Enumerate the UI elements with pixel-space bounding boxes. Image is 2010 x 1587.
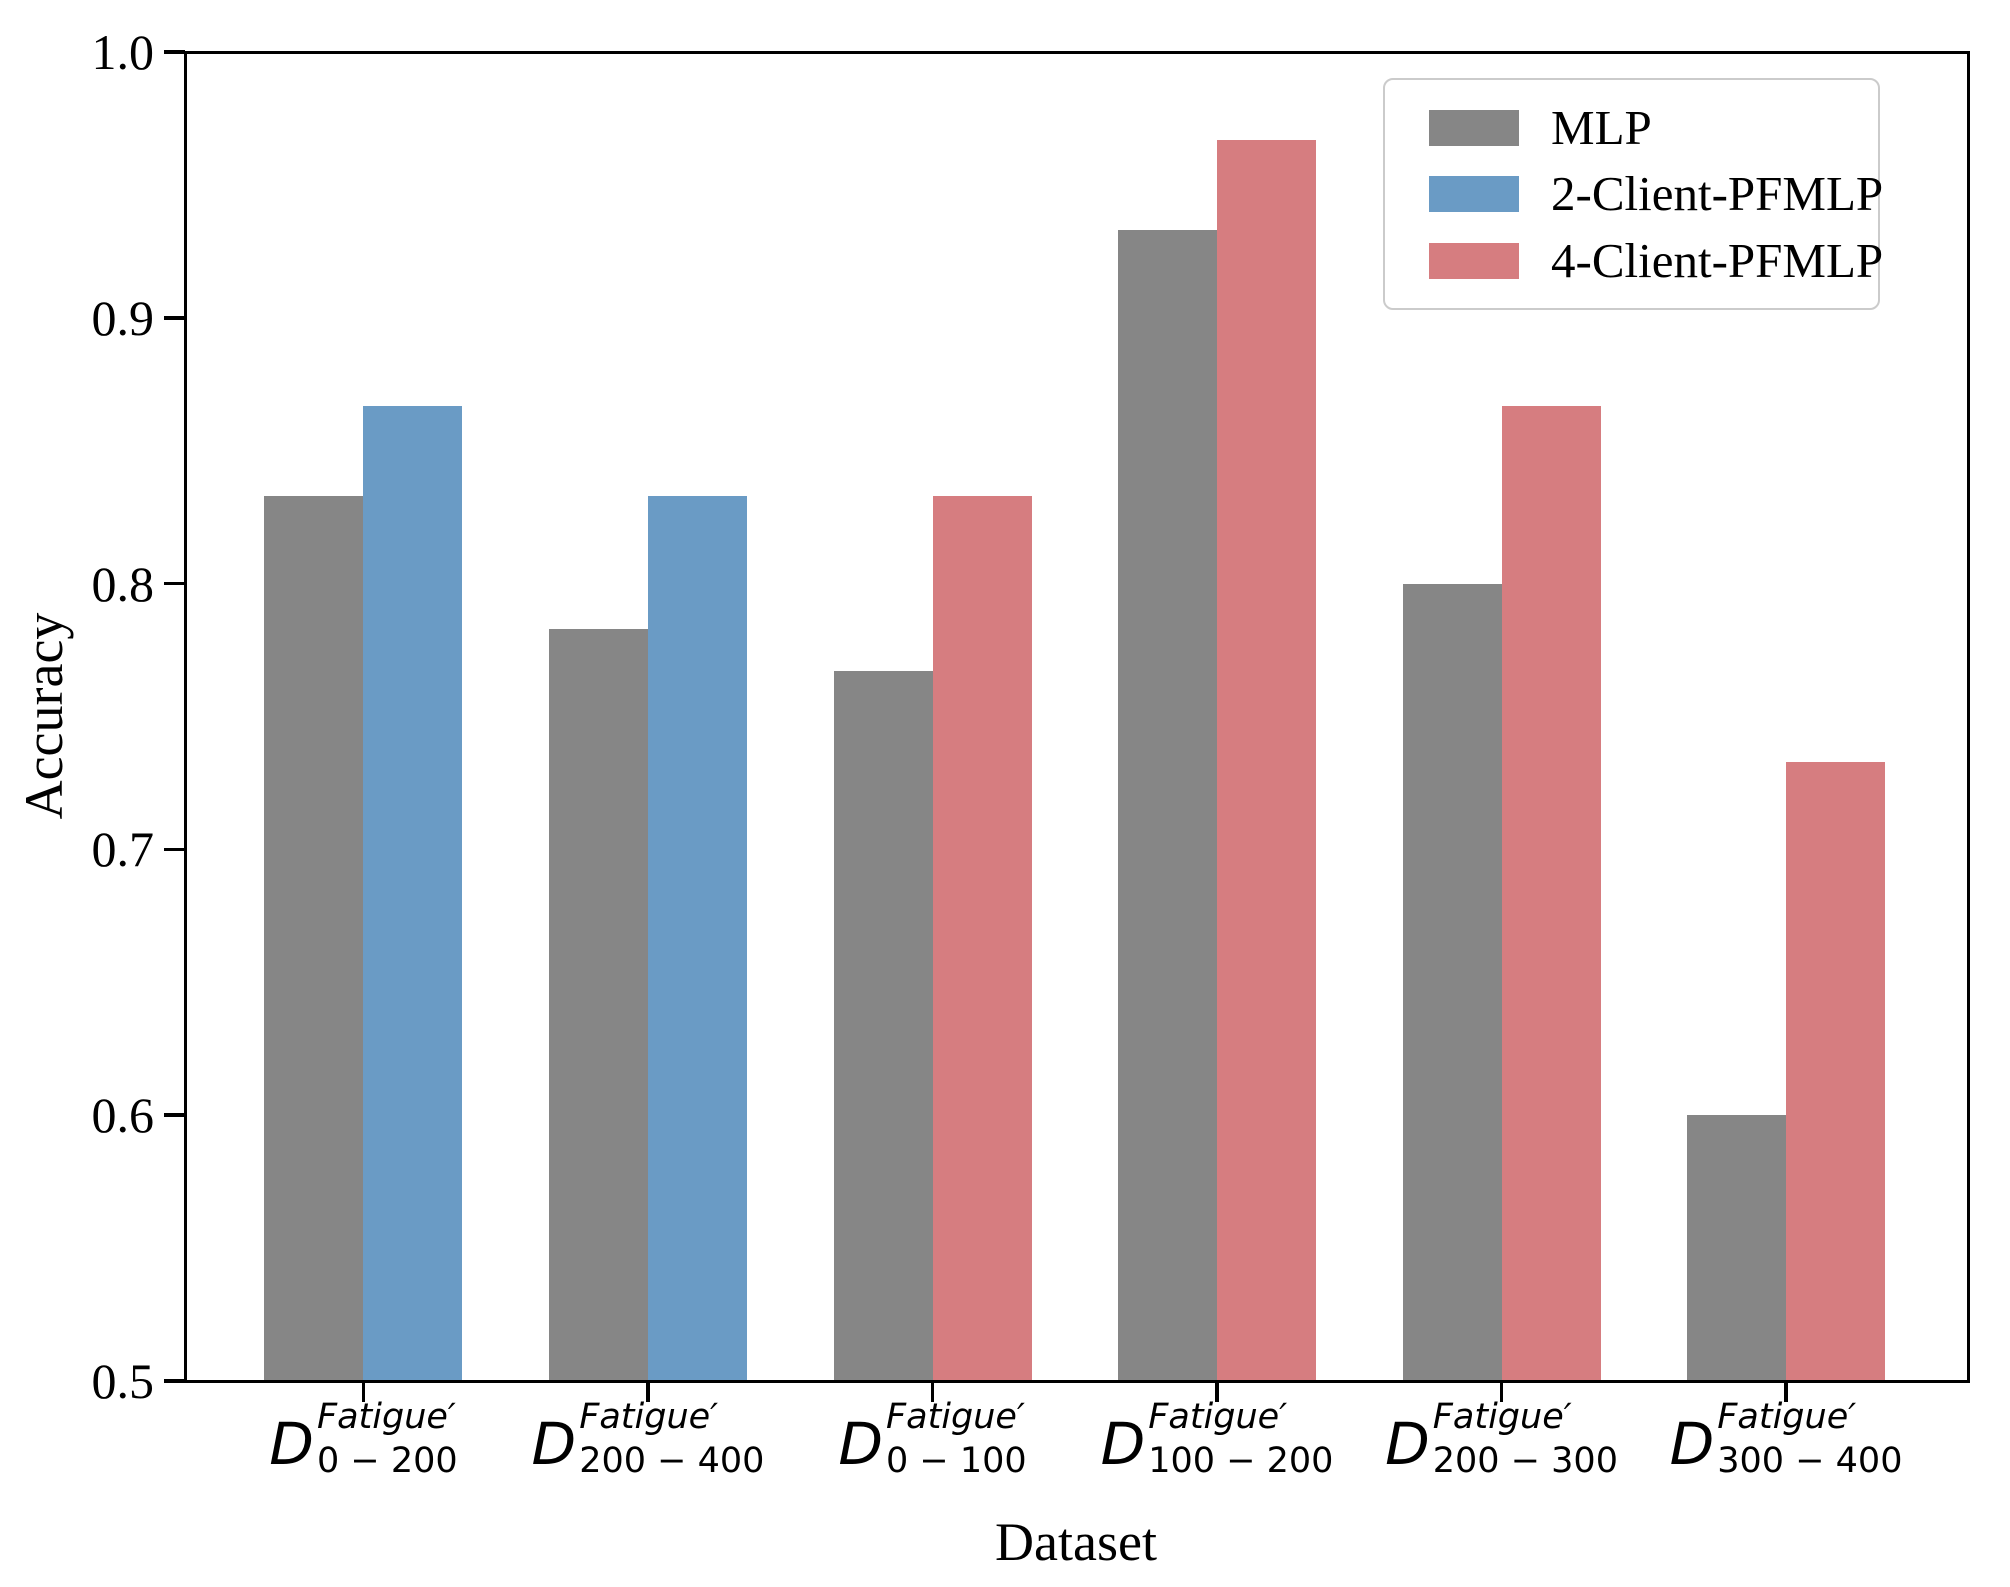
legend-row: 4-Client-PFMLP (1429, 233, 1883, 288)
y-tick-label: 0.7 (91, 821, 155, 878)
bar-4-client-pfmlp (932, 495, 1032, 1381)
y-tick (164, 1379, 185, 1383)
x-tick-label-superscript: Fatigue′ (1148, 1397, 1288, 1437)
bar-4-client-pfmlp (1217, 139, 1317, 1381)
x-tick-label: D Fatigue′ 300 − 400 (1670, 1398, 1903, 1480)
x-tick (1499, 1381, 1504, 1402)
y-tick (164, 847, 185, 852)
legend-label: MLP (1551, 99, 1652, 155)
bar-mlp (833, 671, 933, 1381)
x-tick-label-subscript: 100 − 200 (1148, 1441, 1334, 1481)
bar-mlp (1687, 1115, 1787, 1381)
bar-mlp (1402, 583, 1502, 1381)
x-tick (646, 1381, 650, 1402)
bar-mlp (1118, 230, 1218, 1381)
x-tick-label-base: D (1385, 1410, 1430, 1478)
x-tick-label-superscript: Fatigue′ (1717, 1397, 1857, 1437)
bar-2-client-pfmlp (363, 405, 463, 1381)
x-tick (930, 1381, 935, 1402)
y-tick-label: 0.5 (91, 1353, 155, 1409)
y-tick (164, 1113, 185, 1117)
x-tick (1215, 1381, 1219, 1402)
y-axis-label: Accuracy (14, 612, 74, 820)
legend-row: 2-Client-PFMLP (1429, 167, 1883, 221)
legend: MLP 2-Client-PFMLP 4-Client-PFMLP (1383, 78, 1883, 310)
bar-mlp (548, 628, 648, 1381)
y-tick (164, 50, 185, 54)
x-tick-label-subscript: 0 − 100 (886, 1441, 1027, 1481)
y-tick (164, 581, 185, 586)
x-tick-label-superscript: Fatigue′ (1432, 1397, 1572, 1437)
bar-mlp (264, 495, 364, 1381)
x-tick-label-base: D (1100, 1410, 1146, 1478)
x-tick-label: D Fatigue′ 100 − 200 (1101, 1398, 1334, 1480)
x-tick-label-subscript: 200 − 400 (579, 1441, 765, 1481)
x-tick-label-subscript: 300 − 400 (1717, 1441, 1903, 1481)
x-tick (361, 1381, 366, 1402)
legend-swatch (1429, 109, 1519, 146)
bar-4-client-pfmlp (1501, 405, 1601, 1381)
legend-swatch (1429, 176, 1519, 212)
bar-4-client-pfmlp (1786, 761, 1886, 1381)
x-tick-label-base: D (531, 1410, 577, 1478)
x-tick-label-superscript: Fatigue′ (886, 1397, 1025, 1437)
legend-row: MLP (1429, 99, 1868, 155)
legend-swatch (1429, 242, 1519, 279)
bar-2-client-pfmlp (647, 495, 747, 1381)
x-tick-label: D Fatigue′ 0 − 100 (838, 1398, 1026, 1480)
y-tick-label: 0.9 (91, 289, 155, 346)
legend-label: 2-Client-PFMLP (1551, 166, 1884, 221)
x-tick-label-subscript: 200 − 300 (1432, 1441, 1618, 1481)
x-tick-label-base: D (838, 1410, 884, 1478)
x-tick-label-superscript: Fatigue′ (579, 1397, 719, 1437)
x-tick (1784, 1381, 1788, 1402)
legend-label: 4-Client-PFMLP (1551, 232, 1884, 288)
y-tick (164, 316, 185, 320)
x-tick-label: D Fatigue′ 200 − 400 (532, 1398, 765, 1480)
x-tick-label: D Fatigue′ 200 − 300 (1385, 1398, 1618, 1480)
y-tick-label: 0.6 (91, 1087, 155, 1144)
y-tick-label: 1.0 (91, 24, 155, 80)
x-tick-label-superscript: Fatigue′ (316, 1397, 456, 1437)
y-tick-label: 0.8 (91, 555, 155, 612)
x-axis-label: Dataset (995, 1512, 1157, 1572)
x-tick-label: D Fatigue′ 0 − 200 (269, 1398, 457, 1480)
x-tick-label-subscript: 0 − 200 (316, 1441, 458, 1481)
x-tick-label-base: D (269, 1410, 314, 1478)
x-tick-label-base: D (1669, 1410, 1715, 1478)
